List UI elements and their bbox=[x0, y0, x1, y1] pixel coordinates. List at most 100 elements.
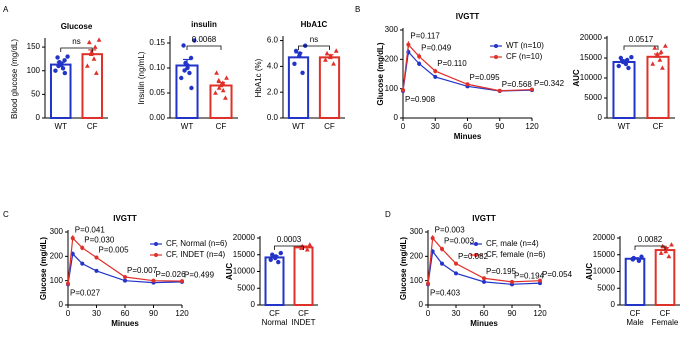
p-value-label: P=0.003 bbox=[435, 225, 466, 234]
data-point bbox=[639, 254, 644, 259]
data-point bbox=[92, 44, 98, 49]
x-tick-label: CF bbox=[630, 309, 641, 318]
p-value-label: P=0.027 bbox=[70, 288, 101, 297]
data-point bbox=[89, 49, 95, 54]
data-point bbox=[86, 39, 92, 45]
data-point bbox=[304, 247, 310, 252]
data-point bbox=[268, 257, 273, 262]
x-tick-label: 120 bbox=[533, 309, 547, 318]
y-tick-label: 4.0 bbox=[267, 61, 279, 70]
significance-label: ns bbox=[310, 35, 318, 44]
x-tick-label: Female bbox=[652, 318, 679, 327]
x-tick-label: 120 bbox=[175, 309, 189, 318]
significance-bracket bbox=[623, 45, 659, 50]
legend-label: CF, INDET (n=4) bbox=[166, 250, 226, 259]
x-tick-label: WT bbox=[181, 122, 194, 131]
legend-marker bbox=[494, 44, 498, 48]
data-point bbox=[658, 250, 664, 255]
legend-label: CF (n=10) bbox=[506, 52, 543, 61]
data-point bbox=[188, 55, 194, 61]
significance-label: 0.0517 bbox=[629, 35, 654, 44]
data-point bbox=[333, 48, 339, 53]
bar bbox=[287, 56, 310, 119]
x-tick-label: 60 bbox=[121, 309, 130, 318]
data-point bbox=[297, 51, 303, 56]
p-value-label: P=0.007 bbox=[127, 266, 158, 275]
y-axis-label: AUC bbox=[225, 263, 234, 281]
bar bbox=[49, 63, 72, 119]
data-point bbox=[220, 87, 226, 93]
data-point bbox=[629, 55, 634, 60]
data-point bbox=[273, 254, 278, 259]
y-tick-label: 100 bbox=[385, 84, 399, 93]
y-tick-label: 20000 bbox=[580, 33, 603, 42]
panel-label: B bbox=[355, 5, 360, 14]
significance-bracket bbox=[186, 45, 222, 50]
data-point bbox=[669, 242, 674, 247]
y-tick-label: 0.0 bbox=[267, 113, 279, 122]
data-point bbox=[182, 68, 187, 73]
data-point bbox=[187, 70, 192, 76]
x-tick-label: Male bbox=[626, 318, 644, 327]
data-point bbox=[621, 59, 626, 64]
data-point bbox=[658, 49, 664, 54]
y-axis-label: AUC bbox=[572, 69, 581, 87]
y-tick-label: 0 bbox=[394, 113, 399, 122]
data-point bbox=[417, 61, 422, 66]
data-point bbox=[70, 236, 75, 241]
chart-title: IVGTT bbox=[113, 214, 137, 223]
x-tick-label: 60 bbox=[463, 122, 472, 131]
y-axis-label: AUC bbox=[585, 263, 594, 281]
p-value-label: P=0.082 bbox=[458, 252, 489, 261]
p-value-label: P=0.110 bbox=[437, 59, 467, 68]
x-axis-label: Minues bbox=[470, 319, 498, 328]
data-point bbox=[454, 261, 458, 266]
data-point bbox=[189, 85, 194, 91]
data-point bbox=[440, 247, 444, 252]
x-tick-label: 90 bbox=[508, 309, 517, 318]
data-point bbox=[223, 95, 228, 100]
p-value-label: P=0.041 bbox=[75, 225, 106, 234]
legend-label: CF, female (n=6) bbox=[486, 250, 546, 259]
data-point bbox=[654, 51, 660, 56]
y-tick-label: 10000 bbox=[233, 267, 256, 276]
x-tick-label: CF bbox=[324, 122, 335, 131]
y-tick-label: 5000 bbox=[597, 283, 615, 292]
p-value-label: P=0.003 bbox=[444, 237, 475, 246]
y-tick-label: 20000 bbox=[233, 233, 256, 242]
y-tick-label: 100 bbox=[50, 276, 64, 285]
data-point bbox=[60, 66, 66, 71]
x-tick-label: CF bbox=[216, 122, 227, 131]
chart-title: Glucose bbox=[61, 22, 93, 31]
data-point bbox=[180, 279, 184, 284]
bar bbox=[654, 249, 676, 306]
p-value-label: P=0.095 bbox=[470, 73, 501, 82]
significance-label: ns bbox=[72, 37, 80, 46]
y-tick-label: 0.00 bbox=[149, 113, 165, 122]
data-point bbox=[218, 82, 224, 88]
x-axis-label: Minues bbox=[454, 132, 482, 141]
data-point bbox=[151, 278, 156, 283]
x-tick-label: 30 bbox=[452, 309, 461, 318]
data-point bbox=[666, 253, 672, 259]
y-tick-label: 0.10 bbox=[149, 63, 165, 72]
x-tick-label: 30 bbox=[92, 309, 101, 318]
p-value-label: P=0.342 bbox=[534, 79, 565, 88]
data-point bbox=[454, 271, 458, 276]
data-point bbox=[624, 57, 630, 63]
data-point bbox=[93, 70, 99, 75]
p-value-label: P=0.005 bbox=[99, 246, 130, 255]
data-point bbox=[91, 56, 97, 61]
y-tick-label: 5000 bbox=[584, 93, 602, 102]
x-tick-label: 90 bbox=[495, 122, 504, 131]
y-axis-label: Blood glucose (mg/dL) bbox=[10, 39, 19, 119]
data-point bbox=[80, 261, 85, 266]
p-value-label: P=0.908 bbox=[405, 95, 436, 104]
significance-label: 0.0082 bbox=[638, 235, 663, 244]
data-point bbox=[57, 60, 62, 65]
legend-marker bbox=[494, 55, 498, 59]
data-point bbox=[80, 245, 85, 250]
bar bbox=[264, 256, 285, 306]
bar bbox=[612, 61, 636, 119]
